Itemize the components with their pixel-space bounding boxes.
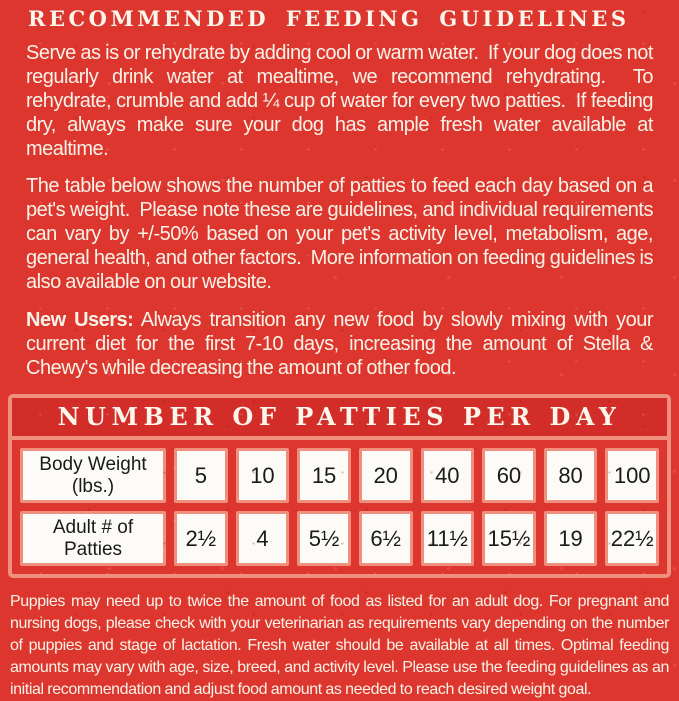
feeding-table: NUMBER OF PATTIES PER DAY Body Weight (l… <box>8 394 671 578</box>
feeding-table-grid: Body Weight (lbs.) 5 10 15 20 40 60 80 1… <box>12 440 667 574</box>
patties-cell: 15½ <box>482 511 536 566</box>
patties-cell: 6½ <box>358 511 413 566</box>
patties-cell: 22½ <box>605 511 659 566</box>
weight-cell: 100 <box>605 448 659 503</box>
weight-cell: 10 <box>235 448 290 503</box>
weight-cell: 40 <box>420 448 475 503</box>
weight-cell: 20 <box>358 448 413 503</box>
table-info-paragraph: The table below shows the number of patt… <box>26 175 658 293</box>
patties-cell: 5½ <box>297 511 351 566</box>
row-header-adult-patties: Adult # of Patties <box>20 511 166 566</box>
panel-title: RECOMMENDED FEEDING GUIDELINES <box>28 6 630 31</box>
new-users-text: Always transition any new food by slowly… <box>26 309 658 379</box>
serving-instructions-paragraph: Serve as is or rehydrate by adding cool … <box>26 42 658 160</box>
new-users-label: New Users: <box>26 309 134 331</box>
weight-cell: 80 <box>543 448 598 503</box>
row-header-body-weight: Body Weight (lbs.) <box>20 448 166 503</box>
patties-cell: 2½ <box>174 511 228 566</box>
patties-cell: 19 <box>543 511 598 566</box>
weight-cell: 15 <box>297 448 351 503</box>
new-users-paragraph: New Users: Always transition any new foo… <box>26 308 654 380</box>
footnote-paragraph: Puppies may need up to twice the amount … <box>10 593 673 698</box>
weight-cell: 60 <box>482 448 536 503</box>
patties-cell: 4 <box>235 511 290 566</box>
feeding-guidelines-panel: RECOMMENDED FEEDING GUIDELINES Serve as … <box>0 6 679 701</box>
weight-cell: 5 <box>174 448 228 503</box>
patties-cell: 11½ <box>420 511 475 566</box>
feeding-table-title: NUMBER OF PATTIES PER DAY <box>12 398 667 440</box>
